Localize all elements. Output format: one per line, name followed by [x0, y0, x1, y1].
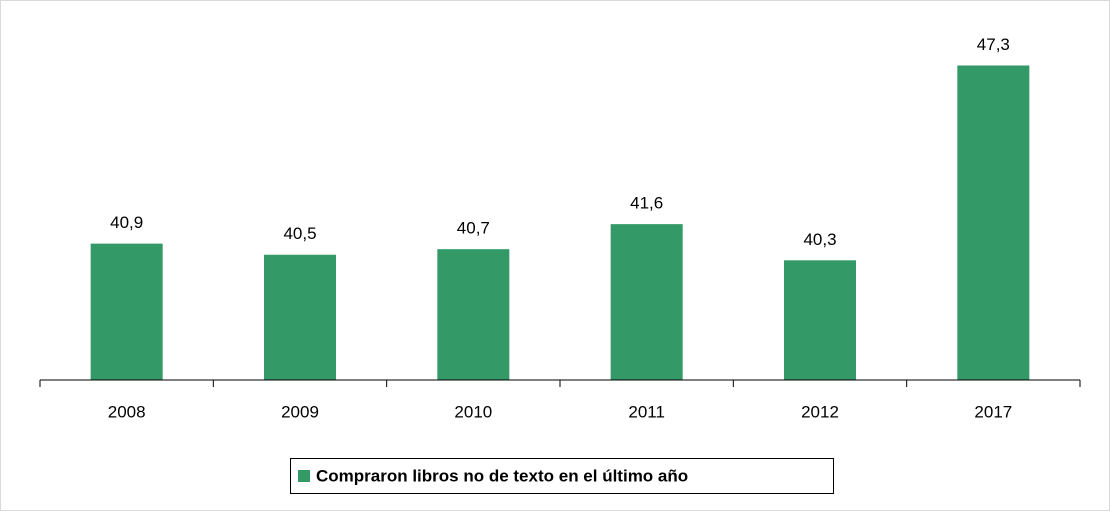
x-tick-label: 2008	[108, 402, 146, 421]
legend-box	[290, 458, 834, 494]
legend-label: Compraron libros no de texto en el últim…	[316, 466, 688, 485]
legend-swatch	[298, 470, 310, 482]
data-label: 40,7	[457, 219, 490, 238]
data-label: 40,9	[110, 213, 143, 232]
data-label: 47,3	[977, 35, 1010, 54]
x-tick-label: 2017	[974, 402, 1012, 421]
x-tick-label: 2010	[454, 402, 492, 421]
bar	[784, 260, 856, 380]
x-tick-label: 2009	[281, 402, 319, 421]
data-label: 41,6	[630, 194, 663, 213]
data-label: 40,3	[803, 230, 836, 249]
x-tick-label: 2012	[801, 402, 839, 421]
bar	[957, 65, 1030, 380]
bar	[90, 243, 163, 380]
data-label: 40,5	[283, 224, 316, 243]
bar	[437, 249, 510, 380]
bar	[264, 254, 336, 380]
x-tick-label: 2011	[628, 402, 665, 421]
bar	[610, 224, 683, 380]
